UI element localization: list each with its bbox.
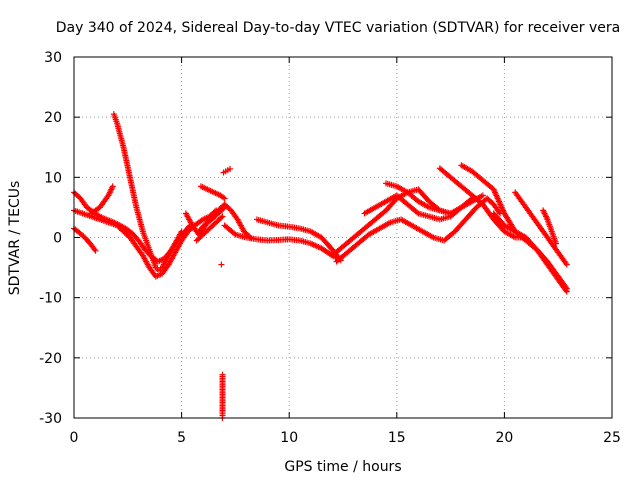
y-tick-label: 20 [44,110,62,126]
y-axis-label: SDTVAR / TECUs [7,181,23,296]
series-track-2 [71,207,220,280]
series-track-14 [329,186,486,259]
series-track-5 [110,111,185,274]
data-point [413,209,420,216]
data-point [467,196,474,203]
data-point [221,204,228,211]
series-track-16 [361,192,476,223]
data-point [227,165,234,172]
data-point [479,192,486,199]
series-track-10 [220,165,234,176]
data-point [221,195,228,202]
series-track-3 [71,225,99,254]
data-point [563,285,570,292]
data-point [218,214,225,221]
y-tick-label: -30 [39,411,62,427]
data-point [219,213,226,220]
series-track-11 [218,261,226,421]
plot-frame [73,56,613,419]
x-tick-label: 5 [177,430,186,446]
series-track-22 [540,207,560,247]
data-point [231,230,238,237]
series-track-21 [512,189,570,268]
data-point [220,205,227,212]
series-track-20 [490,210,570,292]
label-layer: 0 5 10 15 20 25 -30 -20 -10 0 10 20 30 [39,50,621,446]
series-track-15 [333,195,504,265]
series-track-4 [88,183,116,217]
x-tick-label: 20 [495,430,513,446]
points-layer [71,111,570,421]
data-point [563,261,570,268]
x-tick-label: 0 [70,430,79,446]
x-tick-label: 10 [280,430,298,446]
y-tick-label: 10 [44,170,62,186]
series-track-9 [197,183,228,202]
x-tick-label: 15 [388,430,406,446]
x-tick-label: 25 [603,430,621,446]
series-track-18 [436,165,529,241]
series-track-13 [253,216,344,264]
y-tick-label: 0 [53,231,62,247]
chart-title: Day 340 of 2024, Sidereal Day-to-day VTE… [56,20,620,36]
y-tick-label: -10 [39,291,62,307]
data-point [109,183,116,190]
data-point [562,284,569,291]
series-track-7 [195,204,228,235]
y-tick-label: -20 [39,351,62,367]
series-track-17 [383,180,454,217]
data-point [92,247,99,254]
data-point [553,240,560,247]
series-track-8 [193,213,226,244]
y-tick-label: 30 [44,50,62,66]
grid-layer [74,57,612,418]
x-axis-label: GPS time / hours [284,459,401,475]
data-point [178,228,185,235]
data-point [218,261,225,268]
data-point [447,210,454,217]
